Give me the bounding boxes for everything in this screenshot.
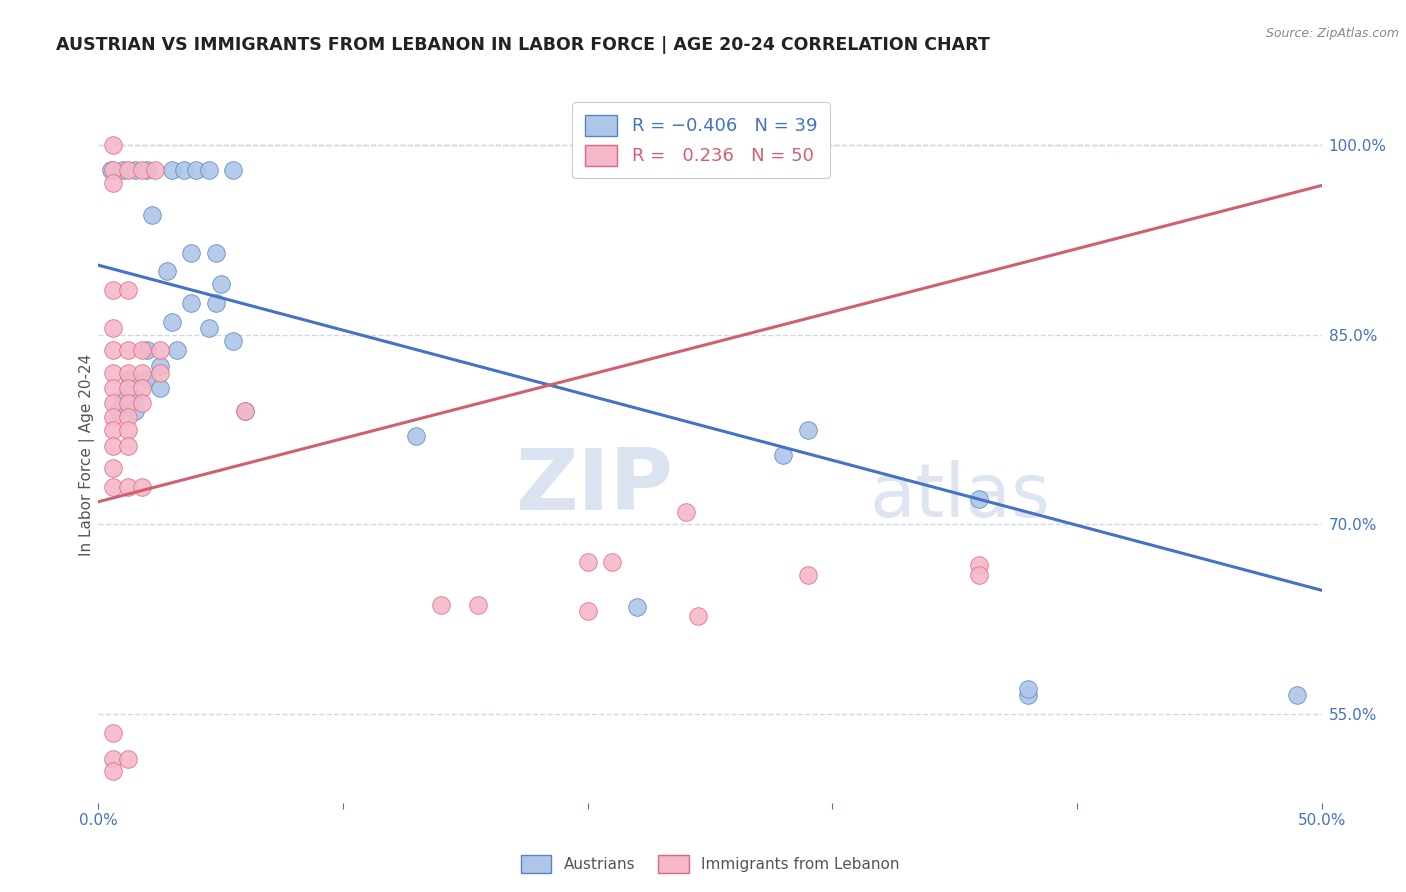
Point	[101, 284, 124, 298]
Point	[101, 163, 124, 178]
Point	[101, 423, 124, 437]
Point	[117, 284, 139, 298]
Point	[131, 396, 153, 410]
Point	[166, 343, 188, 357]
Point	[124, 391, 146, 405]
Point	[430, 599, 453, 613]
Point	[124, 403, 146, 417]
Point	[1286, 688, 1309, 702]
Point	[100, 163, 122, 178]
Point	[156, 264, 179, 278]
Point	[107, 403, 129, 417]
Point	[1017, 688, 1039, 702]
Point	[117, 439, 139, 453]
Point	[197, 321, 219, 335]
Point	[797, 568, 820, 582]
Point	[136, 163, 159, 178]
Point	[120, 372, 142, 386]
Point	[405, 429, 427, 443]
Point	[149, 359, 172, 374]
Point	[233, 403, 256, 417]
Point	[180, 245, 202, 260]
Point	[1017, 681, 1039, 696]
Point	[186, 163, 208, 178]
Point	[149, 381, 172, 395]
Point	[101, 460, 124, 475]
Point	[131, 366, 153, 380]
Point	[141, 208, 163, 222]
Point	[101, 381, 124, 395]
Point	[143, 163, 166, 178]
Point	[797, 423, 820, 437]
Point	[131, 163, 153, 178]
Point	[160, 163, 183, 178]
Point	[686, 608, 709, 623]
Text: AUSTRIAN VS IMMIGRANTS FROM LEBANON IN LABOR FORCE | AGE 20-24 CORRELATION CHART: AUSTRIAN VS IMMIGRANTS FROM LEBANON IN L…	[56, 36, 990, 54]
Point	[967, 492, 990, 507]
Point	[131, 479, 153, 493]
Point	[117, 163, 139, 178]
Point	[600, 556, 623, 570]
Text: ZIP: ZIP	[516, 445, 673, 528]
Point	[124, 163, 146, 178]
Point	[160, 315, 183, 329]
Point	[131, 343, 153, 357]
Point	[117, 479, 139, 493]
Point	[576, 556, 599, 570]
Point	[576, 603, 599, 617]
Point	[101, 751, 124, 765]
Point	[209, 277, 232, 292]
Point	[772, 448, 794, 462]
Point	[117, 423, 139, 437]
Point	[173, 163, 195, 178]
Point	[101, 138, 124, 153]
Point	[967, 568, 990, 582]
Point	[117, 381, 139, 395]
Point	[233, 403, 256, 417]
Point	[101, 409, 124, 424]
Point	[117, 409, 139, 424]
Point	[675, 505, 697, 519]
Point	[205, 296, 228, 310]
Point	[101, 321, 124, 335]
Point	[101, 764, 124, 779]
Point	[101, 726, 124, 740]
Point	[467, 599, 489, 613]
Point	[117, 751, 139, 765]
Point	[967, 558, 990, 572]
Point	[180, 296, 202, 310]
Text: Source: ZipAtlas.com: Source: ZipAtlas.com	[1265, 27, 1399, 40]
Point	[136, 343, 159, 357]
Point	[117, 366, 139, 380]
Point	[117, 396, 139, 410]
Point	[626, 599, 648, 614]
Point	[101, 176, 124, 190]
Y-axis label: In Labor Force | Age 20-24: In Labor Force | Age 20-24	[79, 354, 96, 556]
Point	[101, 366, 124, 380]
Point	[222, 163, 245, 178]
Point	[149, 366, 172, 380]
Point	[149, 343, 172, 357]
Point	[197, 163, 219, 178]
Point	[111, 391, 134, 405]
Point	[101, 396, 124, 410]
Point	[117, 343, 139, 357]
Point	[101, 479, 124, 493]
Point	[222, 334, 245, 348]
Point	[131, 381, 153, 395]
Point	[101, 439, 124, 453]
Point	[111, 163, 134, 178]
Point	[101, 343, 124, 357]
Text: atlas: atlas	[869, 460, 1050, 533]
Legend: Austrians, Immigrants from Lebanon: Austrians, Immigrants from Lebanon	[515, 849, 905, 879]
Point	[136, 372, 159, 386]
Point	[205, 245, 228, 260]
